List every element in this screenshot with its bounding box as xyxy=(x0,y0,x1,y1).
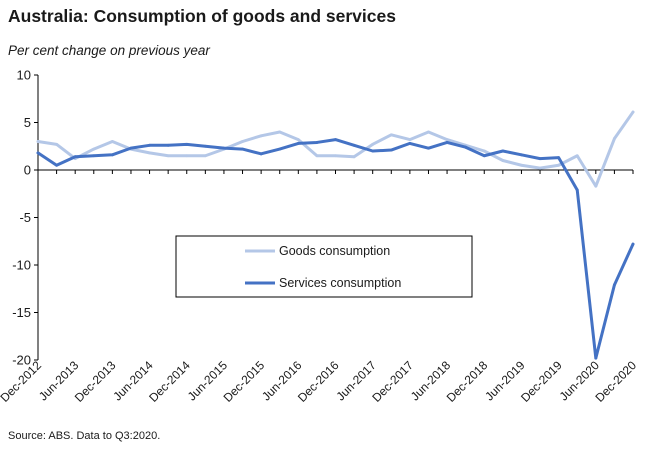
y-tick-label: -15 xyxy=(12,305,31,320)
data-point-goods-consumption xyxy=(92,147,96,151)
y-tick-label: -10 xyxy=(12,258,31,273)
data-point-goods-consumption xyxy=(389,133,393,137)
data-point-services-consumption xyxy=(408,142,412,145)
data-point-goods-consumption xyxy=(241,140,244,143)
legend-label-goods: Goods consumption xyxy=(279,244,390,258)
data-point-goods-consumption xyxy=(594,184,598,188)
data-point-services-consumption xyxy=(482,154,486,158)
data-point-services-consumption xyxy=(501,149,505,153)
data-point-goods-consumption xyxy=(185,154,189,158)
data-point-goods-consumption xyxy=(575,154,579,158)
y-tick-label: -20 xyxy=(12,353,31,368)
data-point-goods-consumption xyxy=(55,142,58,146)
data-point-services-consumption xyxy=(371,149,375,153)
chart-legend: Goods consumption Services consumption xyxy=(175,235,473,298)
data-point-goods-consumption xyxy=(352,155,356,159)
x-tick-label: Dec-2013 xyxy=(72,358,119,405)
data-point-goods-consumption xyxy=(36,140,40,143)
data-point-services-consumption xyxy=(445,141,449,144)
data-point-services-consumption xyxy=(73,155,77,159)
data-point-services-consumption xyxy=(92,154,96,158)
y-tick-label: 5 xyxy=(24,115,31,130)
data-point-services-consumption xyxy=(631,242,635,246)
data-point-goods-consumption xyxy=(557,163,561,167)
data-point-goods-consumption xyxy=(259,134,263,138)
data-point-services-consumption xyxy=(259,152,263,156)
data-point-services-consumption xyxy=(538,157,542,161)
data-point-services-consumption xyxy=(278,147,282,151)
data-point-goods-consumption xyxy=(296,138,300,142)
data-point-services-consumption xyxy=(520,153,523,157)
y-tick-label: -5 xyxy=(19,210,31,225)
data-point-services-consumption xyxy=(222,146,226,150)
data-point-goods-consumption xyxy=(501,159,505,162)
data-point-goods-consumption xyxy=(371,142,375,146)
data-point-goods-consumption xyxy=(427,130,430,134)
data-point-goods-consumption xyxy=(538,166,542,170)
data-point-services-consumption xyxy=(613,283,616,287)
y-tick-label: 0 xyxy=(24,163,31,178)
data-point-goods-consumption xyxy=(110,140,114,143)
legend-label-services: Services consumption xyxy=(279,276,401,290)
data-point-goods-consumption xyxy=(482,149,486,153)
data-point-services-consumption xyxy=(315,141,319,144)
y-tick-label: 10 xyxy=(17,68,31,83)
legend-box xyxy=(175,235,473,298)
data-point-services-consumption xyxy=(166,143,170,147)
data-point-services-consumption xyxy=(557,156,561,160)
data-point-goods-consumption xyxy=(148,151,151,155)
data-point-services-consumption xyxy=(334,138,337,142)
data-point-goods-consumption xyxy=(166,154,170,158)
data-point-services-consumption xyxy=(110,153,114,157)
x-tick-label: Dec-2015 xyxy=(221,358,268,405)
source-note: Source: ABS. Data to Q3:2020. xyxy=(8,430,161,442)
data-point-services-consumption xyxy=(594,356,598,360)
data-point-goods-consumption xyxy=(203,154,207,158)
x-tick-label: Dec-2018 xyxy=(444,358,491,405)
chart-series-group xyxy=(36,110,635,360)
x-tick-label: Dec-2019 xyxy=(518,358,565,405)
chart-subtitle: Per cent change on previous year xyxy=(8,43,210,58)
data-point-services-consumption xyxy=(129,146,133,150)
data-point-services-consumption xyxy=(575,188,579,192)
x-tick-label: Dec-2017 xyxy=(369,358,416,405)
data-point-goods-consumption xyxy=(613,137,616,141)
data-point-goods-consumption xyxy=(445,138,449,142)
data-point-services-consumption xyxy=(296,142,300,145)
data-point-services-consumption xyxy=(55,163,58,167)
data-point-services-consumption xyxy=(36,151,40,155)
x-tick-label: Dec-2014 xyxy=(146,358,193,405)
x-tick-label: Dec-2016 xyxy=(295,358,342,405)
data-point-goods-consumption xyxy=(631,110,635,114)
data-point-goods-consumption xyxy=(520,163,523,167)
data-point-services-consumption xyxy=(352,143,356,147)
data-point-goods-consumption xyxy=(408,138,412,142)
data-point-goods-consumption xyxy=(278,130,282,134)
data-point-goods-consumption xyxy=(334,154,337,158)
data-point-services-consumption xyxy=(203,144,207,148)
data-point-services-consumption xyxy=(185,142,189,146)
data-point-goods-consumption xyxy=(315,154,319,158)
chart-title: Australia: Consumption of goods and serv… xyxy=(8,6,396,26)
data-point-services-consumption xyxy=(464,145,468,149)
x-tick-label: Dec-2020 xyxy=(592,358,639,405)
data-point-services-consumption xyxy=(389,148,393,152)
data-point-services-consumption xyxy=(241,147,244,151)
data-point-services-consumption xyxy=(148,143,151,147)
data-point-services-consumption xyxy=(427,146,430,150)
